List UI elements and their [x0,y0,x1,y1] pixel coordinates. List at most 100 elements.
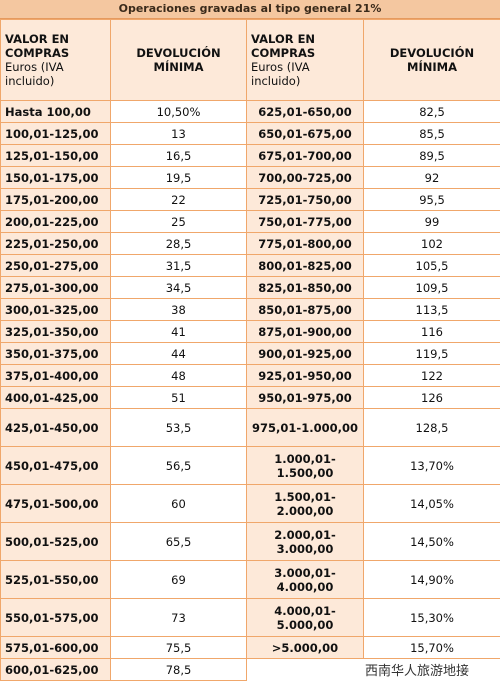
minimum-refund: 89,5 [363,144,500,167]
header-cell: DEVOLUCIÓN MÍNIMA [110,19,247,101]
minimum-refund: 65,5 [110,522,247,561]
refund-table: VALOR EN COMPRAS Euros (IVA incluido) DEVO… [0,19,500,681]
header-cell: VALOR EN COMPRAS Euros (IVA incluido) [0,19,111,101]
minimum-refund: 25 [110,210,247,233]
purchase-range: 150,01-175,00 [0,166,111,189]
table-row: 575,01-600,00 75,5 >5.000,00 15,70% [0,636,500,659]
table-row: 525,01-550,00 69 3.000,01- 4.000,00 14,90% [0,560,500,599]
table-row: 100,01-125,00 13 650,01-675,00 85,5 [0,122,500,145]
header-label: VALOR EN COMPRAS [5,32,70,60]
table-row: 150,01-175,00 19,5 700,00-725,00 92 [0,166,500,189]
table-row: 375,01-400,00 48 925,01-950,00 122 [0,364,500,387]
minimum-refund: 13 [110,122,247,145]
table-body: Hasta 100,00 10,50% 625,01-650,00 82,5 100,0… [0,100,500,681]
table-row: 325,01-350,00 41 875,01-900,00 116 [0,320,500,343]
purchase-range: 125,01-150,00 [0,144,111,167]
purchase-range: 325,01-350,00 [0,320,111,343]
purchase-range: 300,01-325,00 [0,298,111,321]
watermark: 西南华人旅游地接 [362,660,473,679]
minimum-refund: 82,5 [363,100,500,123]
table-row: 300,01-325,00 38 850,01-875,00 113,5 [0,298,500,321]
table-row: 200,01-225,00 25 750,01-775,00 99 [0,210,500,233]
minimum-refund: 78,5 [110,658,247,681]
purchase-range: 625,01-650,00 [246,100,364,123]
purchase-range: 450,01-475,00 [0,446,111,485]
purchase-range: 825,01-850,00 [246,276,364,299]
purchase-range: 475,01-500,00 [0,484,111,523]
purchase-range: 250,01-275,00 [0,254,111,277]
purchase-range: Hasta 100,00 [0,100,111,123]
header-note: Euros (IVA incluido) [251,60,310,88]
minimum-refund: 44 [110,342,247,365]
minimum-refund: 126 [363,386,500,409]
table-title: Operaciones gravadas al tipo general 21% [0,0,500,19]
purchase-range: 1.000,01- 1.500,00 [246,446,364,485]
minimum-refund: 14,50% [363,522,500,561]
table-row: 275,01-300,00 34,5 825,01-850,00 109,5 [0,276,500,299]
purchase-range: 900,01-925,00 [246,342,364,365]
header-cell: DEVOLUCIÓN MÍNIMA [363,19,500,101]
minimum-refund: 14,90% [363,560,500,599]
minimum-refund: 15,70% [363,636,500,659]
minimum-refund: 15,30% [363,598,500,637]
minimum-refund: 14,05% [363,484,500,523]
table-row: Hasta 100,00 10,50% 625,01-650,00 82,5 [0,100,500,123]
minimum-refund: 113,5 [363,298,500,321]
purchase-range: 350,01-375,00 [0,342,111,365]
minimum-refund: 109,5 [363,276,500,299]
minimum-refund: 28,5 [110,232,247,255]
purchase-range: 500,01-525,00 [0,522,111,561]
purchase-range: 3.000,01- 4.000,00 [246,560,364,599]
minimum-refund: 69 [110,560,247,599]
minimum-refund: 38 [110,298,247,321]
minimum-refund: 60 [110,484,247,523]
purchase-range: 600,01-625,00 [0,658,111,681]
minimum-refund: 13,70% [363,446,500,485]
table-row: 475,01-500,00 60 1.500,01- 2.000,00 14,05% [0,484,500,523]
minimum-refund: 41 [110,320,247,343]
minimum-refund: 19,5 [110,166,247,189]
minimum-refund: 128,5 [363,408,500,447]
purchase-range: 400,01-425,00 [0,386,111,409]
purchase-range: 850,01-875,00 [246,298,364,321]
purchase-range: 225,01-250,00 [0,232,111,255]
minimum-refund: 22 [110,188,247,211]
table-row: 450,01-475,00 56,5 1.000,01- 1.500,00 13,70… [0,446,500,485]
purchase-range: 2.000,01- 3.000,00 [246,522,364,561]
purchase-range: 4.000,01- 5.000,00 [246,598,364,637]
table-row: 400,01-425,00 51 950,01-975,00 126 [0,386,500,409]
table-row: 225,01-250,00 28,5 775,01-800,00 102 [0,232,500,255]
table-row: 500,01-525,00 65,5 2.000,01- 3.000,00 14,50… [0,522,500,561]
purchase-range: 800,01-825,00 [246,254,364,277]
minimum-refund: 34,5 [110,276,247,299]
table-row: 250,01-275,00 31,5 800,01-825,00 105,5 [0,254,500,277]
minimum-refund: 119,5 [363,342,500,365]
purchase-range: 725,01-750,00 [246,188,364,211]
purchase-range: 750,01-775,00 [246,210,364,233]
purchase-range: 525,01-550,00 [0,560,111,599]
purchase-range: 925,01-950,00 [246,364,364,387]
table-row: 125,01-150,00 16,5 675,01-700,00 89,5 [0,144,500,167]
minimum-refund: 56,5 [110,446,247,485]
minimum-refund: 102 [363,232,500,255]
minimum-refund: 48 [110,364,247,387]
minimum-refund: 105,5 [363,254,500,277]
header-cell: VALOR EN COMPRAS Euros (IVA incluido) [246,19,364,101]
purchase-range: 675,01-700,00 [246,144,364,167]
minimum-refund: 116 [363,320,500,343]
purchase-range: 700,00-725,00 [246,166,364,189]
minimum-refund: 95,5 [363,188,500,211]
purchase-range: 650,01-675,00 [246,122,364,145]
purchase-range: 100,01-125,00 [0,122,111,145]
table-row: 350,01-375,00 44 900,01-925,00 119,5 [0,342,500,365]
minimum-refund: 10,50% [110,100,247,123]
purchase-range: 175,01-200,00 [0,188,111,211]
minimum-refund: 73 [110,598,247,637]
purchase-range: 425,01-450,00 [0,408,111,447]
header-label: DEVOLUCIÓN MÍNIMA [136,46,221,74]
header-row: VALOR EN COMPRAS Euros (IVA incluido) DEVO… [0,19,500,101]
minimum-refund: 122 [363,364,500,387]
table-row: 600,01-625,00 78,5 [0,658,500,681]
purchase-range: 200,01-225,00 [0,210,111,233]
